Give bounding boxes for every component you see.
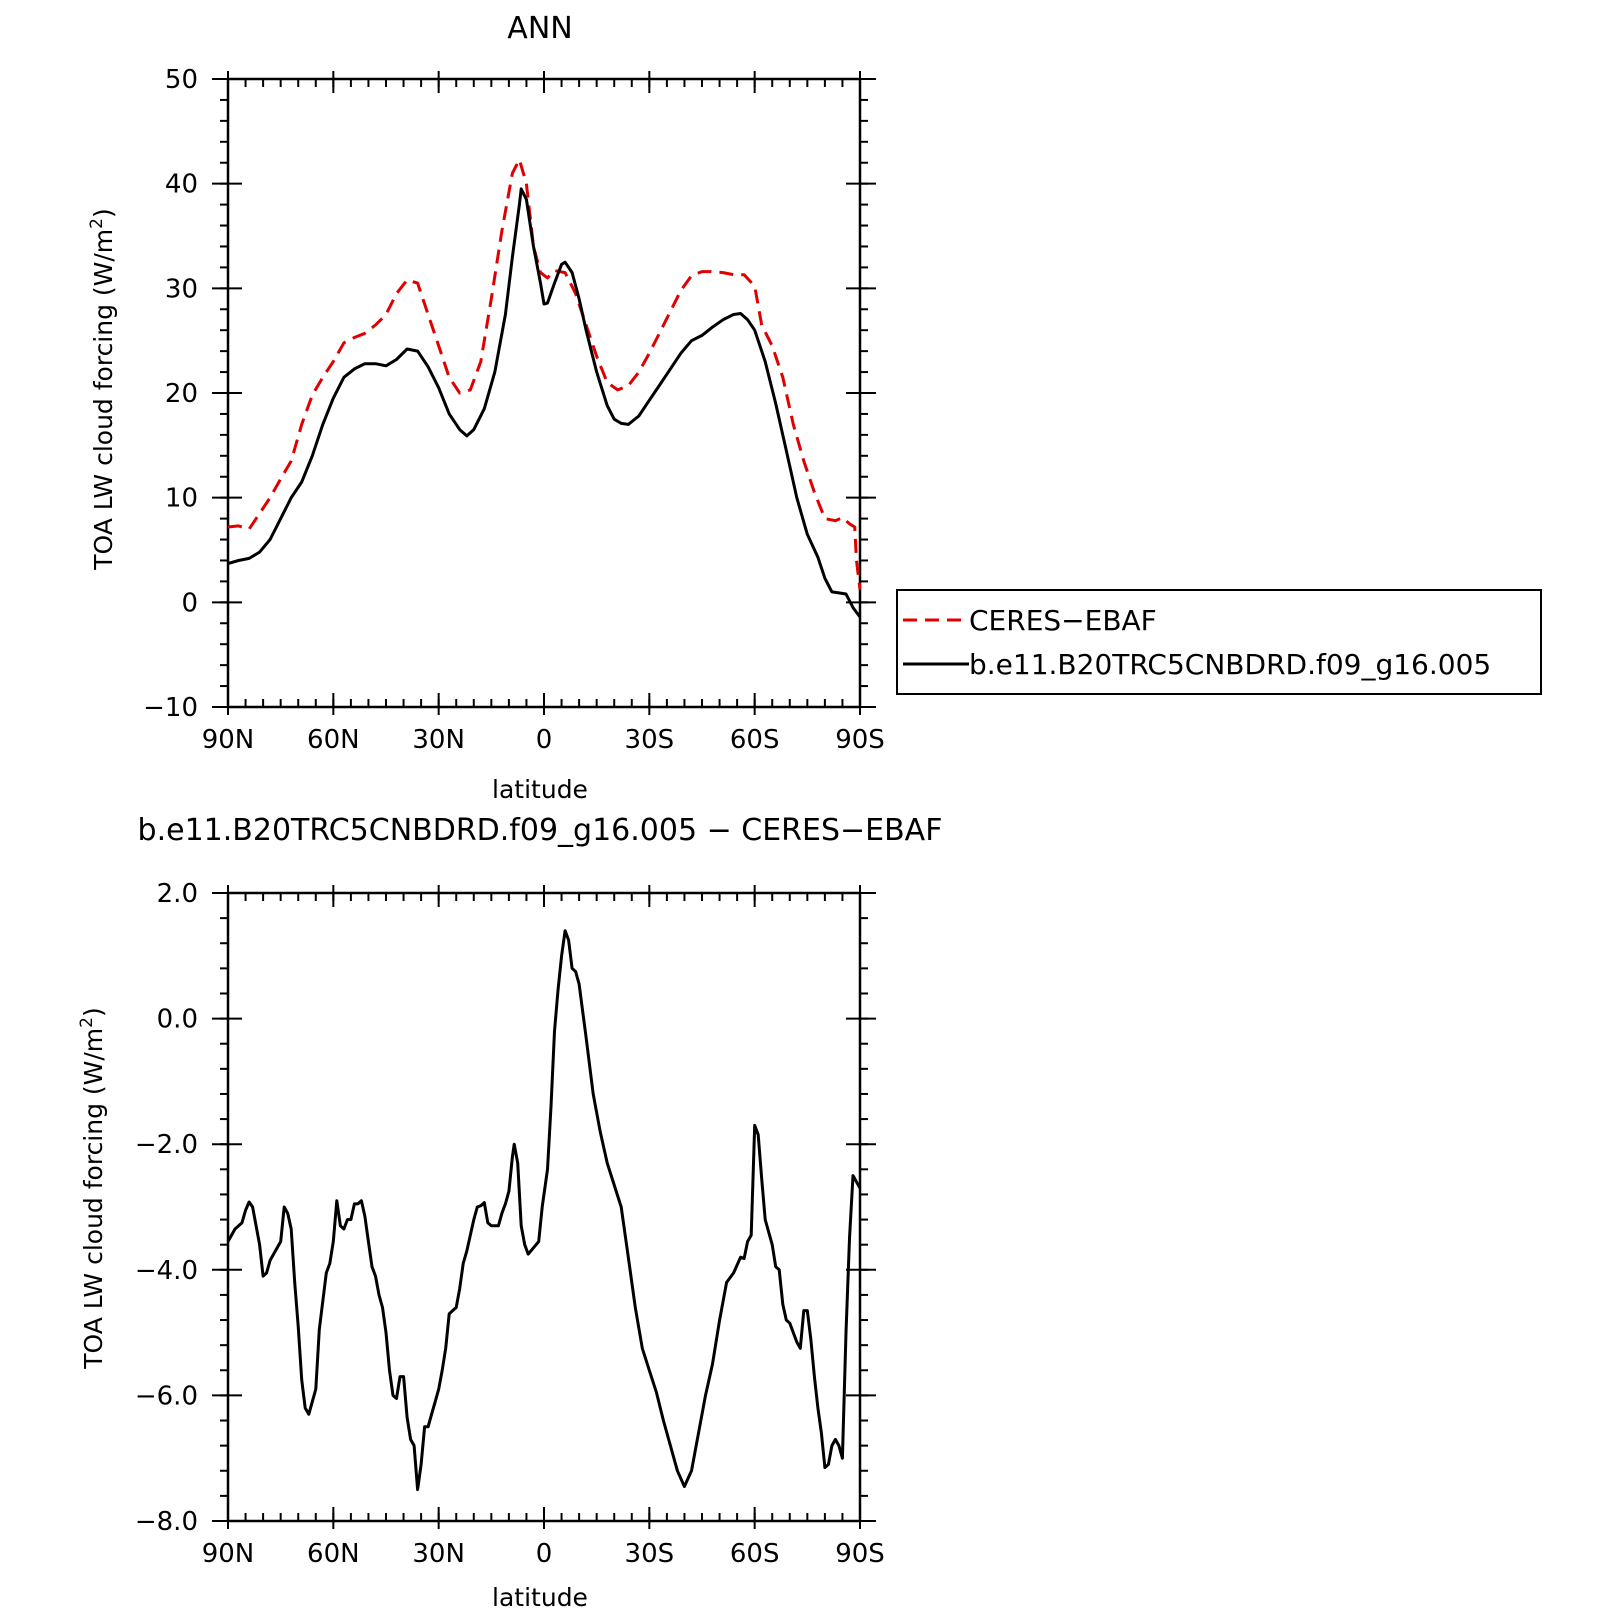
x-tick-label: 90S bbox=[835, 1539, 885, 1569]
x-tick-label: 90N bbox=[202, 1539, 255, 1569]
y-tick-label: −4.0 bbox=[135, 1256, 198, 1286]
legend-box bbox=[896, 589, 1542, 695]
x-axis-title: latitude bbox=[492, 775, 588, 804]
y-tick-label: 10 bbox=[165, 484, 198, 514]
plot-area: 90N 60N 30N 0 30S 60S 90S 2.0 0.0 −2.0 −4.0 −6.0 −8.… bbox=[135, 879, 885, 1569]
x-tick-label: 90N bbox=[202, 725, 255, 755]
x-tick-label: 60N bbox=[307, 725, 360, 755]
y-tick-label: 50 bbox=[165, 65, 198, 95]
x-tick-label: 30N bbox=[412, 1539, 465, 1569]
y-tick-label: 20 bbox=[165, 379, 198, 409]
legend-label-ceres: CERES−EBAF bbox=[969, 604, 1157, 637]
x-tick-label: 60S bbox=[730, 1539, 780, 1569]
panel-title: ANN bbox=[507, 11, 572, 46]
plot-area: 90N 60N 30N 0 30S 60S 90S 50 40 30 20 10 0 −10 bbox=[143, 65, 885, 755]
x-axis-title: latitude bbox=[492, 1583, 588, 1612]
legend: CERES−EBAF b.e11.B20TRC5CNBDRD.f09_g16.0… bbox=[896, 589, 1542, 695]
y-tick-label: 2.0 bbox=[157, 879, 198, 909]
y-tick-label: 0 bbox=[181, 588, 198, 618]
y-tick-label: 30 bbox=[165, 274, 198, 304]
x-tick-label: 30S bbox=[625, 725, 675, 755]
x-tick-label: 30N bbox=[412, 725, 465, 755]
legend-label-model: b.e11.B20TRC5CNBDRD.f09_g16.005 bbox=[969, 648, 1491, 681]
series-line-2 bbox=[227, 187, 862, 618]
series-line-1 bbox=[226, 929, 862, 1492]
series-line-1 bbox=[227, 158, 862, 590]
y-tick-label: −2.0 bbox=[135, 1130, 198, 1160]
x-tick-label: 60S bbox=[730, 725, 780, 755]
y-axis-title: TOA LW cloud forcing (W/m2) bbox=[77, 1007, 108, 1370]
y-tick-label: −8.0 bbox=[135, 1507, 198, 1537]
y-tick-label: 40 bbox=[165, 170, 198, 200]
panel-title: b.e11.B20TRC5CNBDRD.f09_g16.005 − CERES−… bbox=[138, 813, 943, 848]
x-tick-label: 0 bbox=[536, 1539, 553, 1569]
y-tick-label: 0.0 bbox=[157, 1005, 198, 1035]
x-tick-label: 30S bbox=[625, 1539, 675, 1569]
y-tick-label: −6.0 bbox=[135, 1381, 198, 1411]
top-panel: ANN 90N 60N 30N 0 30S 60S 90S 50 40 30 20 10 0 −10 la… bbox=[87, 11, 885, 804]
bottom-panel: b.e11.B20TRC5CNBDRD.f09_g16.005 − CERES−… bbox=[77, 813, 942, 1612]
x-tick-label: 90S bbox=[835, 725, 885, 755]
y-tick-label: −10 bbox=[143, 693, 198, 723]
plot-frame bbox=[226, 77, 862, 709]
y-axis-title: TOA LW cloud forcing (W/m2) bbox=[87, 208, 118, 571]
x-tick-label: 0 bbox=[536, 725, 553, 755]
x-tick-label: 60N bbox=[307, 1539, 360, 1569]
